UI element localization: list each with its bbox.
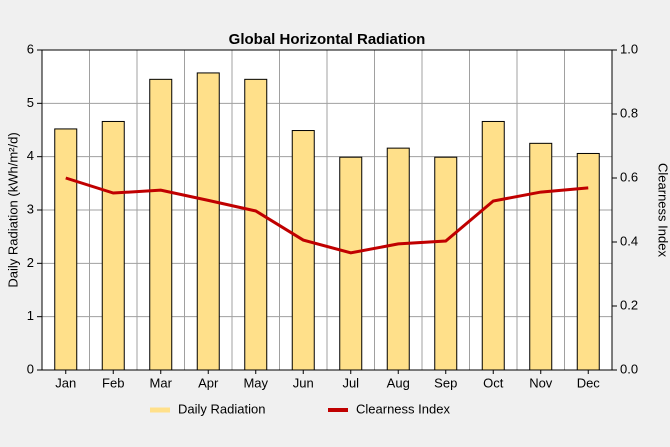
y-tick-label: 3 bbox=[27, 201, 34, 216]
legend-label: Clearness Index bbox=[356, 401, 450, 416]
y-tick-label: 6 bbox=[27, 41, 34, 56]
y2-tick-label: 0.8 bbox=[620, 105, 638, 120]
x-tick-label: Jul bbox=[342, 375, 359, 390]
y-tick-label: 1 bbox=[27, 308, 34, 323]
y2-tick-label: 0.6 bbox=[620, 169, 638, 184]
y-tick-label: 5 bbox=[27, 95, 34, 110]
y-tick-label: 2 bbox=[27, 255, 34, 270]
x-tick-label: Jun bbox=[293, 375, 314, 390]
y-tick-label: 4 bbox=[27, 148, 34, 163]
y-tick-label: 0 bbox=[27, 361, 34, 376]
y2-tick-label: 0.2 bbox=[620, 297, 638, 312]
y2-tick-label: 1.0 bbox=[620, 41, 638, 56]
bar bbox=[529, 142, 553, 371]
bar bbox=[244, 78, 268, 371]
bar bbox=[434, 156, 458, 371]
line bbox=[65, 176, 589, 255]
x-tick-label: Oct bbox=[483, 375, 504, 390]
x-tick-label: Nov bbox=[529, 375, 553, 390]
x-tick-label: Apr bbox=[198, 375, 219, 390]
bar bbox=[386, 147, 410, 371]
x-tick-label: Sep bbox=[434, 375, 457, 390]
x-tick-label: Aug bbox=[387, 375, 410, 390]
y2-tick-label: 0.0 bbox=[620, 361, 638, 376]
bar bbox=[101, 120, 125, 371]
plot-border bbox=[41, 49, 613, 371]
x-tick-label: Mar bbox=[150, 375, 173, 390]
x-tick-label: Jan bbox=[55, 375, 76, 390]
x-tick-label: Feb bbox=[102, 375, 124, 390]
y2-axis-label: Clearness Index bbox=[656, 163, 670, 257]
bar bbox=[481, 120, 505, 371]
legend-label: Daily Radiation bbox=[178, 401, 265, 416]
y-axis-label: Daily Radiation (kWh/m²/d) bbox=[5, 132, 20, 287]
bar bbox=[149, 78, 173, 371]
bar bbox=[291, 130, 315, 371]
x-tick-label: May bbox=[243, 375, 268, 390]
x-tick-label: Dec bbox=[577, 375, 601, 390]
bar bbox=[576, 152, 600, 371]
chart-title: Global Horizontal Radiation bbox=[229, 31, 426, 48]
bar bbox=[339, 156, 363, 371]
y2-tick-label: 0.4 bbox=[620, 233, 638, 248]
bar bbox=[54, 128, 78, 371]
bar bbox=[196, 72, 220, 371]
